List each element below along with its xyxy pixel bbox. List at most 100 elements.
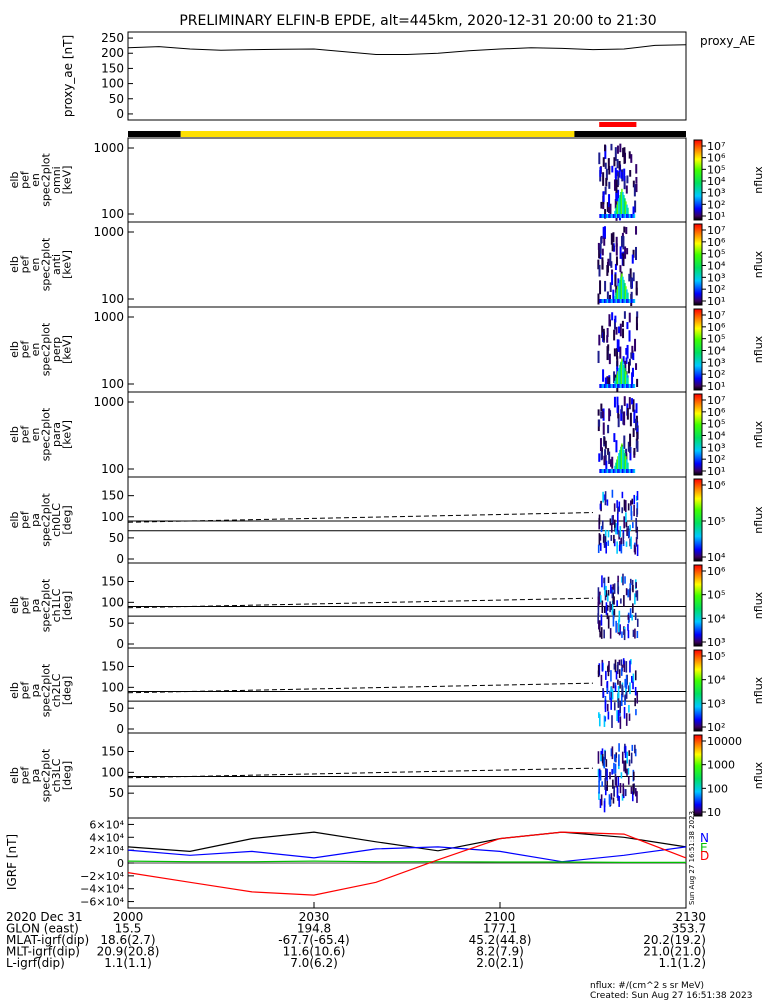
spectrogram-cell [623,299,625,303]
spectrogram-cell [607,540,610,546]
spectrogram-cell [618,326,621,334]
spectrogram-cell [613,329,616,341]
elb_pef_pa_spec2plot_ch2LC-ylabel-line: pa [29,684,42,698]
spectrogram-cell [599,595,602,603]
spectrogram-cell [615,207,617,214]
spectrogram-cell [613,396,616,408]
spectrogram-cell [598,264,601,277]
spectrogram-cell [613,663,616,670]
spectrogram-cell [634,748,637,757]
spectrogram-cell [614,210,616,214]
spectrogram-cell [627,614,630,620]
spectrogram-cell [632,180,635,188]
spectrogram-cell [623,760,625,772]
elb_pef_en_spec2plot_perp-ylabel-line: [keV] [61,335,74,364]
elb_pef_en_spec2plot_omni-ylabel-line: spec2plot [40,153,53,207]
spectrogram-cell [609,299,612,303]
spectrogram-cell [620,384,622,388]
ephemeris-value: 1.1(1.2) [658,956,706,970]
spectrogram-cell [626,407,629,420]
spectrogram-cell [627,441,630,452]
spectrogram-cell [622,361,624,384]
igrf-line-N [127,846,687,863]
spectrogram-cell [601,325,604,339]
spectrogram-cell [604,186,607,195]
spectrogram-cell [614,659,617,673]
spectrogram-cell [636,508,638,518]
elb_pef_en_spec2plot_para-ylabel-line: para [50,422,63,447]
spectrogram-cell [619,279,621,299]
spectrogram-cell [602,384,604,388]
spectrogram-cell [618,754,620,766]
spectrogram-cell [610,793,613,800]
spectrogram-cell [620,405,623,414]
elb_pef_pa_spec2plot_ch0LC-colorbar [693,478,703,562]
spectrogram-cell [632,299,634,303]
spectrogram-cell [599,631,601,638]
spectrogram-cell [636,491,639,501]
spectrogram-cell [617,776,620,786]
spectrogram-cell [597,587,600,600]
spectrogram-cell [629,412,632,427]
spectrogram-cell [609,518,612,526]
elb_pef_pa_spec2plot_ch1LC-ylabel-line: ch1LC [50,588,63,622]
spectrogram-cell [607,576,610,584]
spectrogram-cell [616,500,618,508]
spectrogram-cell [620,276,622,299]
spectrogram-cell [611,515,614,525]
spectrogram-cell [615,620,617,633]
spectrogram-cell [624,678,627,688]
spectrogram-cell [636,440,639,452]
spectrogram-cell [618,283,620,299]
spectrogram-cell [631,791,634,802]
spectrogram-cell [634,698,636,707]
spectrogram-cell [635,226,638,235]
spectrogram-cell [606,469,609,473]
spectrogram-cell [625,541,628,547]
elb_pef_en_spec2plot_perp-ylabel-line: en [29,343,42,357]
spectrogram-cell [616,786,619,798]
region-indicator-bar [128,122,686,137]
elb_pef_pa_spec2plot_ch3LC-ylabel-line: elb [8,767,21,784]
spectrogram-cell [629,433,632,447]
spectrogram-cell [613,786,615,797]
spectrogram-cell [607,207,610,214]
spectrogram-cell [605,460,608,472]
spectrogram-cell [631,254,634,264]
colorbar-tick-label: 10⁶ [707,479,726,492]
spectrogram-cell [626,289,628,299]
ephemeris-value: 7.0(6.2) [290,956,338,970]
spectrogram-cell [603,756,606,769]
spectrogram-cell [599,469,601,473]
spectrogram-cell [613,348,616,357]
spectrogram-cell [618,796,620,807]
colorbar-tick-label: 10 [707,806,721,819]
spectrogram-cell [629,524,631,532]
spectrogram-cell [602,690,605,697]
elb_pef_en_spec2plot_anti-ylabel-line: anti [50,254,63,275]
spectrogram-cell [608,299,610,303]
spectrogram-cell [610,584,612,594]
spectrogram-cell [600,214,603,218]
spectrogram-cell [625,456,627,469]
spectrogram-cell [631,498,634,505]
spectrogram-cell [597,293,600,305]
spectrogram-cell [616,159,619,169]
spectrogram-cell [613,318,616,330]
spectrogram-cell [609,252,612,266]
spectrogram-cell [619,143,622,153]
spectrogram-cell [629,268,632,279]
colorbar-tick-label: 10⁴ [707,175,726,188]
spectrogram-cell [630,500,632,506]
spectrogram-cell [603,629,605,639]
spectrogram-cell [614,465,616,469]
igrf-ytick-label: −4×10⁴ [80,883,124,896]
spectrogram-cell [602,299,604,303]
spectrogram-cell [625,201,627,214]
spectrogram-cell [608,469,610,473]
elb_pef_pa_spec2plot_ch3LC-ylabel-line: pef [19,766,32,785]
elb_pef_en_spec2plot_omni-ylabel-line: pef [19,170,32,189]
spectrogram-cell [617,384,619,388]
spectrogram-cell [616,347,619,360]
